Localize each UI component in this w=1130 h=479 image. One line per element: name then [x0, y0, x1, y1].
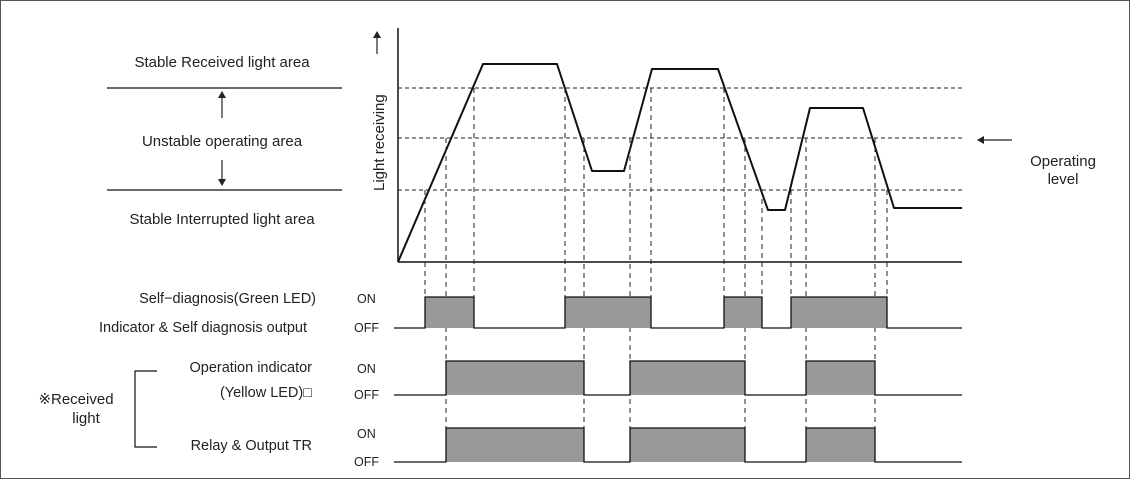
operating-level-label-line2: level	[1048, 171, 1079, 188]
received-light-label-line1: ※Received	[38, 391, 113, 408]
relay-output-waveform	[394, 427, 962, 463]
operation-off-label: OFF	[354, 388, 379, 402]
unstable-area-label: Unstable operating area	[142, 133, 303, 150]
operation-indicator-pulses	[446, 361, 875, 395]
stable-interrupted-area-label: Stable Interrupted light area	[129, 211, 315, 228]
projection-lines	[424, 88, 888, 462]
y-axis-label: Light receiving	[371, 94, 388, 191]
self-diagnosis-label: Self−diagnosis(Green LED)	[139, 291, 316, 307]
self-diagnosis-pulses	[425, 297, 887, 328]
stable-received-area-label: Stable Received light area	[134, 54, 310, 71]
operation-on-label: ON	[357, 362, 376, 376]
self-diagnosis-off-label: OFF	[354, 321, 379, 335]
relay-off-label: OFF	[354, 455, 379, 469]
operation-indicator-waveform	[394, 360, 962, 396]
relay-output-label: Relay & Output TR	[191, 438, 312, 454]
self-diagnosis-waveform	[394, 296, 962, 329]
relay-on-label: ON	[357, 427, 376, 441]
received-light-bracket	[134, 370, 157, 448]
light-level-curve	[397, 63, 962, 263]
received-light-label-line2: light	[72, 410, 100, 427]
operation-indicator-label: Operation indicator	[189, 360, 312, 376]
self-diagnosis-output-label: Indicator & Self diagnosis output	[99, 320, 307, 336]
self-diagnosis-on-label: ON	[357, 292, 376, 306]
operating-level-label-line1: Operating	[1030, 153, 1096, 170]
relay-output-pulses	[446, 428, 875, 462]
yellow-led-label: (Yellow LED)□	[220, 385, 312, 401]
